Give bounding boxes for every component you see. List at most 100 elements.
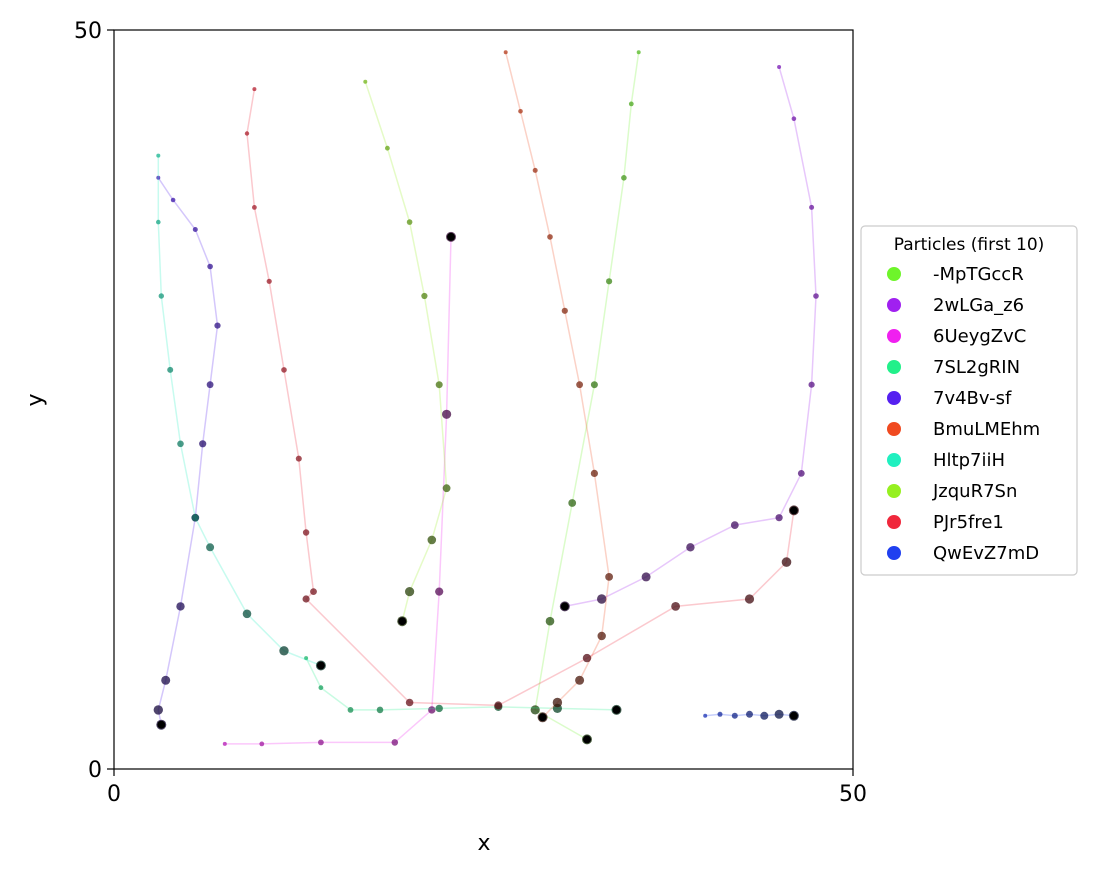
data-point — [427, 535, 437, 545]
data-point — [717, 711, 723, 717]
data-point — [442, 484, 451, 493]
data-point — [746, 710, 753, 718]
data-point — [545, 616, 555, 626]
data-point — [242, 609, 252, 619]
data-point — [158, 293, 164, 299]
data-point — [156, 153, 161, 158]
data-point — [552, 697, 563, 708]
data-point — [590, 469, 599, 477]
data-point — [406, 219, 413, 225]
data-point — [435, 704, 443, 713]
plot-layer — [153, 50, 819, 747]
data-point — [435, 587, 444, 596]
y-axis-label: y — [23, 393, 48, 406]
data-point — [167, 366, 174, 373]
series-BmuLMEhm — [503, 50, 613, 723]
trajectory-end-point — [447, 232, 455, 241]
series-PJr5fre1 — [244, 87, 799, 710]
legend-marker — [887, 422, 901, 436]
legend-box — [860, 225, 1078, 576]
legend-marker — [887, 298, 901, 312]
trajectory-line — [157, 177, 219, 725]
series-Hltp7iiH — [156, 153, 326, 671]
legend-label: QwEvZ7mD — [933, 543, 1039, 564]
data-point — [547, 234, 553, 240]
data-point — [161, 675, 171, 685]
data-point — [628, 101, 634, 107]
series--MpTGccR — [530, 50, 641, 745]
data-point — [376, 706, 384, 714]
y-tick-label: 0 — [88, 758, 102, 783]
x-tick-label: 50 — [839, 782, 867, 807]
legend-marker — [887, 329, 901, 343]
data-point — [176, 602, 185, 611]
data-point — [304, 656, 309, 661]
data-point — [279, 646, 289, 656]
legend-item: PJr5fre1 — [887, 512, 1004, 533]
data-point — [597, 594, 607, 604]
data-point — [774, 709, 784, 719]
data-point — [363, 79, 368, 84]
legend-marker — [887, 360, 901, 374]
axes-layer: 0 50 0 50 — [74, 19, 867, 807]
trajectory-end-point — [789, 711, 798, 720]
legend-marker — [887, 453, 901, 467]
data-point — [703, 713, 708, 718]
legend-item: 7v4Bv-sf — [887, 388, 1012, 409]
legend-item: JzquR7Sn — [887, 481, 1017, 502]
legend-label: 7SL2gRIN — [933, 357, 1020, 378]
trajectory-end-point — [157, 720, 166, 729]
legend-item: -MpTGccR — [887, 264, 1024, 285]
legend-item: Hltp7iiH — [887, 450, 1005, 471]
series-7v4Bv-sf — [153, 175, 221, 730]
data-point — [405, 587, 415, 597]
trajectory-end-point — [560, 602, 569, 611]
data-point — [281, 367, 287, 373]
data-point — [192, 227, 198, 232]
data-point — [636, 50, 641, 55]
x-tick-label: 0 — [107, 782, 121, 807]
data-point — [760, 711, 769, 720]
data-point — [222, 741, 227, 746]
legend-marker — [887, 546, 901, 560]
data-point — [252, 205, 257, 210]
legend: Particles (first 10) -MpTGccR 2wLGa_z6 6Uey… — [860, 225, 1078, 576]
series-QwEvZ7mD — [703, 709, 799, 721]
data-point — [199, 440, 207, 448]
legend-label: Hltp7iiH — [933, 450, 1005, 471]
legend-label: BmuLMEhm — [933, 419, 1040, 440]
legend-label: PJr5fre1 — [933, 512, 1004, 533]
data-point — [576, 381, 583, 389]
legend-label: JzquR7Sn — [932, 481, 1017, 502]
data-point — [252, 87, 257, 92]
data-point — [518, 109, 523, 114]
data-point — [302, 529, 310, 536]
data-point — [590, 381, 598, 389]
trajectory-end-point — [789, 506, 798, 515]
data-point — [302, 595, 310, 603]
trajectory-line — [246, 88, 795, 707]
data-point — [568, 499, 577, 507]
data-point — [731, 712, 738, 719]
data-point — [191, 514, 199, 522]
data-point — [385, 145, 390, 151]
legend-label: 6UeygZvC — [933, 326, 1026, 347]
data-point — [295, 455, 302, 462]
data-point — [730, 521, 739, 529]
legend-item: BmuLMEhm — [887, 419, 1040, 440]
data-point — [813, 293, 819, 299]
data-point — [671, 602, 680, 611]
legend-marker — [887, 267, 901, 281]
data-point — [797, 470, 805, 477]
data-point — [156, 219, 161, 225]
data-point — [532, 167, 538, 173]
data-point — [606, 278, 613, 285]
data-point — [777, 65, 782, 69]
trajectory-line — [157, 155, 322, 667]
legend-marker — [887, 515, 901, 529]
data-point — [605, 573, 613, 581]
data-point — [347, 707, 354, 713]
data-point — [808, 381, 815, 388]
series-2wLGa_z6 — [559, 65, 819, 612]
